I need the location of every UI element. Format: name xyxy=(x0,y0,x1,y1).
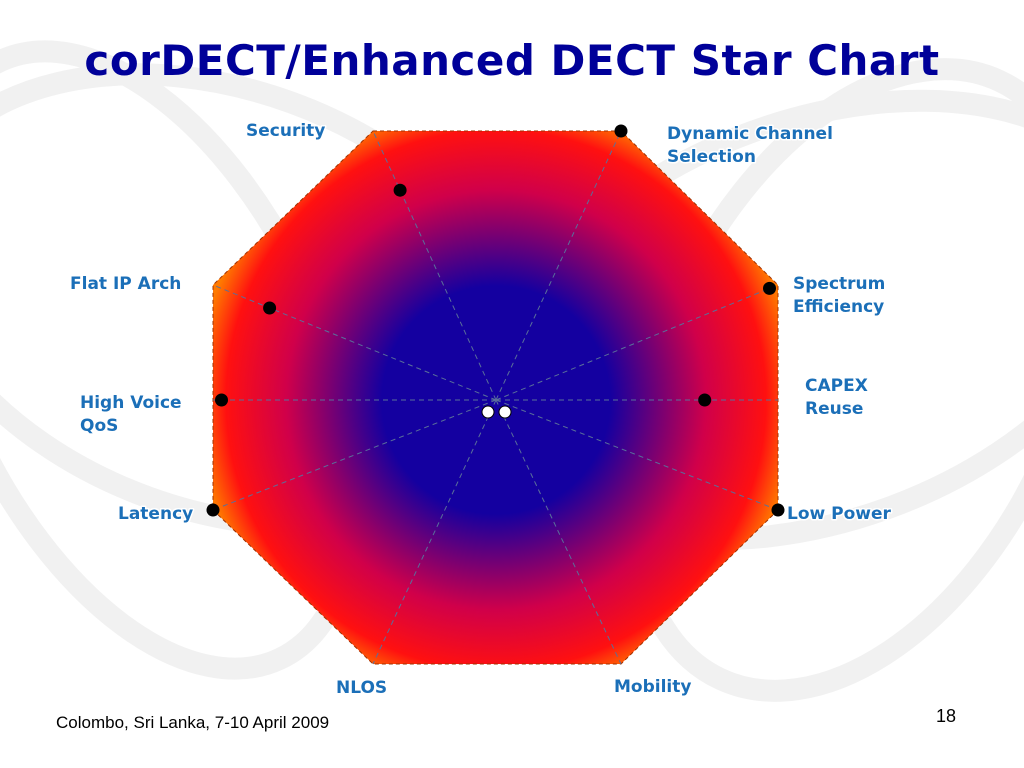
axis-spoke xyxy=(495,130,622,401)
axis-spoke xyxy=(495,284,779,401)
axis-label: Latency xyxy=(118,504,193,524)
axis-label-line: QoS xyxy=(80,416,118,436)
data-point xyxy=(763,281,776,295)
axis-label: Spectrum Efficiency xyxy=(793,274,885,317)
data-point xyxy=(481,405,495,419)
chart-octagon xyxy=(212,130,779,665)
axis-spoke xyxy=(495,399,622,665)
axis-spoke xyxy=(212,399,497,511)
data-point xyxy=(393,183,407,197)
axis-label-line: Mobility xyxy=(614,677,691,697)
axis-label: Flat IP Arch xyxy=(70,274,181,294)
data-point xyxy=(698,393,712,407)
axis-spoke xyxy=(212,284,497,401)
axis-label-line: Latency xyxy=(118,504,193,524)
axis-label-line: Dynamic Channel xyxy=(667,124,833,144)
axis-spoke xyxy=(495,399,779,511)
axis-label-line: NLOS xyxy=(336,678,387,698)
axis-label-line: Spectrum xyxy=(793,274,885,294)
axis-label-line: Flat IP Arch xyxy=(70,274,181,294)
axis-label-line: High Voice xyxy=(80,393,182,413)
axis-label: Low Power xyxy=(787,504,892,524)
axis-label: CAPEX Reuse xyxy=(805,376,868,419)
axis-label: Dynamic Channel Selection xyxy=(667,124,833,167)
axis-label-line: Selection xyxy=(667,147,756,167)
axis-label-line: Low Power xyxy=(787,504,892,524)
data-point xyxy=(215,393,228,407)
axis-label-line: CAPEX xyxy=(805,376,868,396)
data-point xyxy=(263,301,277,315)
axis-spoke xyxy=(372,130,497,401)
data-point xyxy=(498,405,512,419)
slide-title: corDECT/Enhanced DECT Star Chart xyxy=(84,36,940,85)
axis-spoke xyxy=(372,399,497,665)
axis-label-line: Reuse xyxy=(805,399,863,419)
footer-location: Colombo, Sri Lanka, 7-10 April 2009 xyxy=(56,713,330,732)
page-number: 18 xyxy=(936,706,957,726)
axis-label: NLOS xyxy=(336,678,387,698)
axis-label: Mobility xyxy=(614,677,691,697)
data-point xyxy=(771,503,785,517)
axis-label-line: Security xyxy=(246,121,325,141)
axis-label: High Voice QoS xyxy=(80,393,182,436)
data-point xyxy=(614,124,628,138)
axis-label-line: Efficiency xyxy=(793,297,884,317)
axis-label: Security xyxy=(246,121,325,141)
data-point xyxy=(206,503,220,517)
